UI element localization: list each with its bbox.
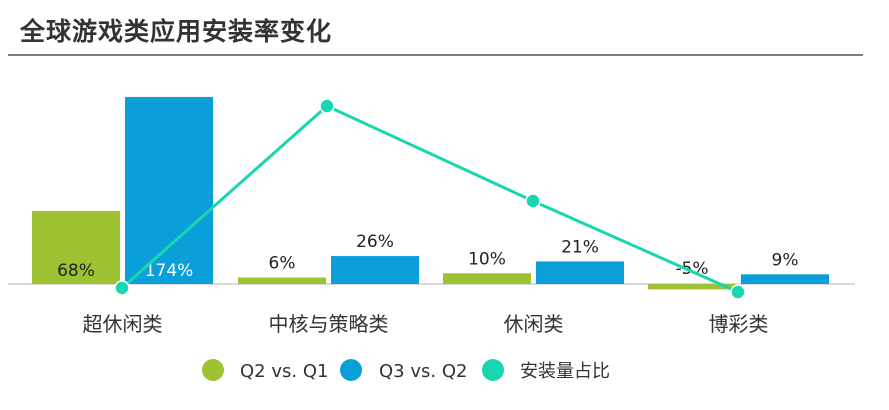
bar-q3-vs-q2-2 — [331, 256, 419, 284]
category-label: 休闲类 — [504, 312, 564, 336]
data-label: 26% — [356, 232, 394, 252]
legend-marker — [482, 359, 504, 381]
line-series-path — [121, 104, 739, 294]
legend-marker — [340, 359, 362, 381]
chart-title: 全球游戏类应用安装率变化 — [20, 17, 333, 46]
category-label: 超休闲类 — [83, 312, 163, 336]
data-label: 174% — [145, 261, 194, 281]
bar-q3-vs-q2-1 — [125, 96, 213, 284]
legend-label: 安装量占比 — [520, 361, 610, 382]
bar-q2-vs-q1-1 — [32, 210, 120, 284]
line-point-2 — [319, 98, 335, 114]
line-point-4 — [730, 284, 746, 300]
data-label: 9% — [772, 250, 799, 270]
bar-q3-vs-q2-4 — [741, 274, 829, 284]
title-underline — [8, 54, 863, 56]
data-label: 21% — [561, 237, 599, 257]
bar-q2-vs-q1-4 — [648, 284, 736, 290]
category-label: 中核与策略类 — [269, 312, 389, 336]
legend-marker — [202, 359, 224, 381]
legend-label: Q3 vs. Q2 — [379, 361, 467, 382]
bar-q2-vs-q1-2 — [238, 277, 326, 284]
category-label: 博彩类 — [709, 312, 769, 336]
legend-label: Q2 vs. Q1 — [240, 361, 328, 382]
line-point-3 — [525, 193, 541, 209]
bar-q2-vs-q1-3 — [443, 273, 531, 284]
bar-q3-vs-q2-3 — [536, 261, 624, 284]
data-label: 68% — [57, 261, 95, 281]
data-label: 10% — [468, 249, 506, 269]
line-point-1 — [114, 280, 130, 296]
data-label: 6% — [269, 254, 296, 274]
